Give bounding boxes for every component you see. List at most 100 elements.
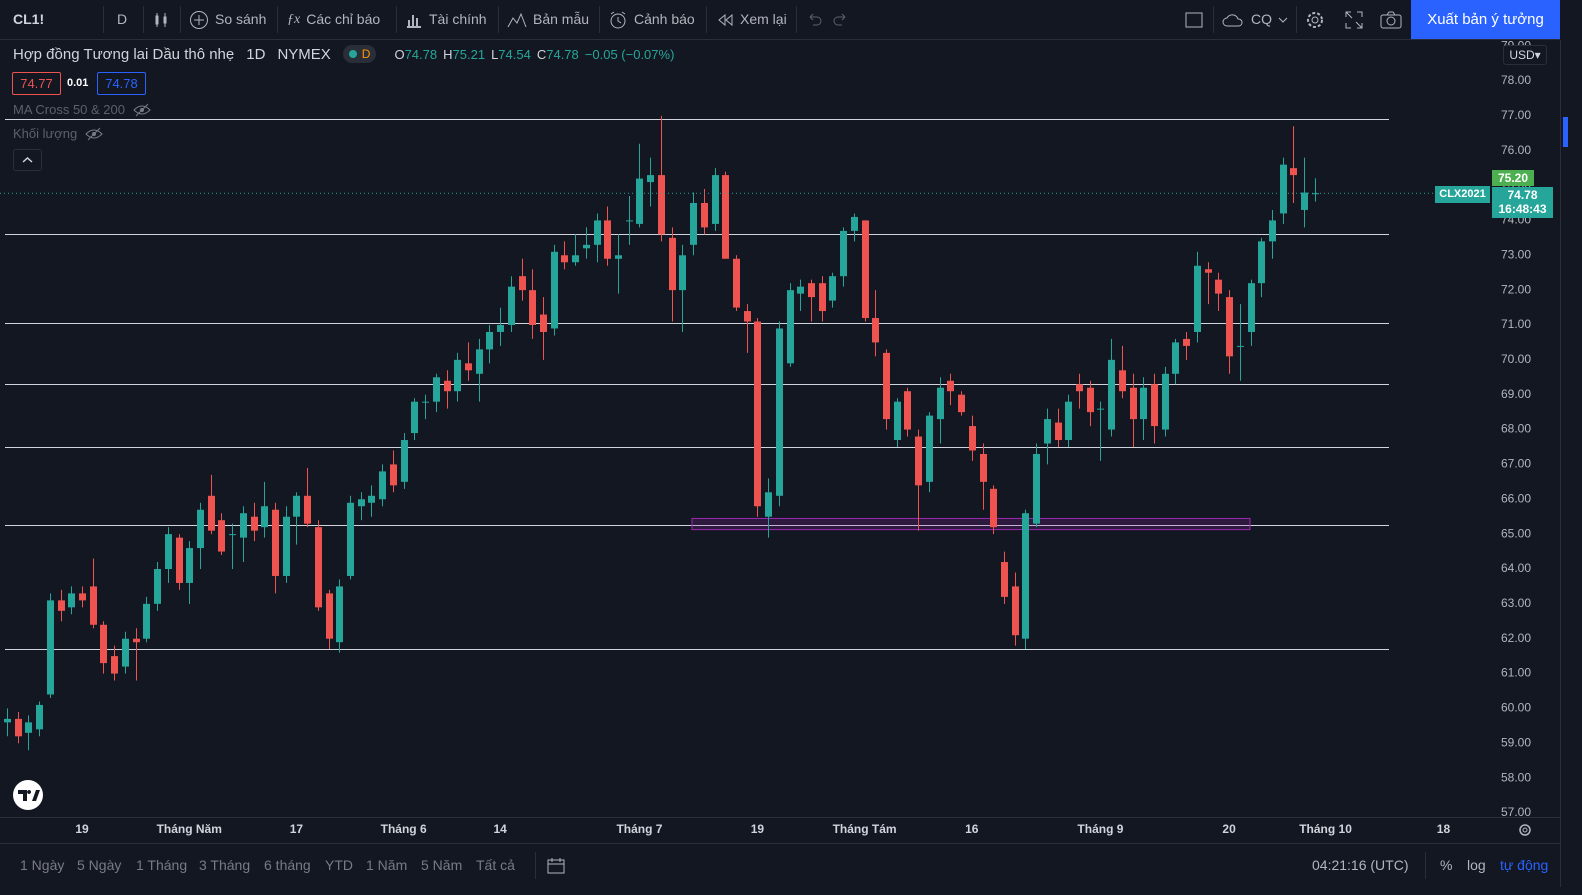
candle-body [1130,387,1137,420]
range-button[interactable]: 3 Tháng [199,857,251,873]
symbol-badge: CLX2021 [1435,186,1490,203]
candle-body [165,534,172,569]
log-toggle[interactable]: log [1467,857,1486,873]
candle-body [368,495,375,503]
candle-body [1269,220,1276,242]
range-button[interactable]: 1 Tháng [136,857,188,873]
candle-body [25,722,32,733]
currency-selector[interactable]: USD▾ [1503,45,1547,65]
legend: Hợp đồng Tương lai Dầu thô nhẹ 1D NYMEX … [13,45,680,63]
candle-body [980,453,987,482]
candle-body [658,175,665,235]
range-button[interactable]: YTD [325,857,353,873]
templates-button[interactable]: Bản mẫu [507,0,589,39]
tv-logo[interactable] [13,780,43,810]
candle-body [744,311,751,322]
candle-body [1194,265,1201,332]
cloud-layout-button[interactable]: CQ [1221,0,1288,39]
cloud-layout-label: CQ [1251,11,1272,27]
indicator-label: Khối lượng [13,126,78,141]
undo-button[interactable] [805,0,823,39]
financials-button[interactable]: Tài chính [405,0,487,39]
y-tick-label: 57.00 [1501,805,1531,819]
y-tick-label: 68.00 [1501,422,1531,436]
indicator-ma[interactable]: MA Cross 50 & 200 [13,102,151,117]
candle-body [293,495,300,517]
market-status[interactable]: D [342,45,377,63]
snapshot-button[interactable] [1380,0,1402,39]
date-range-button[interactable] [546,844,566,886]
separator [1213,6,1214,33]
separator [1296,6,1297,33]
candle-body [4,718,11,723]
compare-button[interactable]: So sánh [189,0,266,39]
bid-price[interactable]: 74.77 [12,72,61,95]
toolbar: CL1! D So sánh ƒx Các chỉ báo Tài chính B… [0,0,1560,40]
candle-body [283,516,290,576]
redo-button[interactable] [832,0,850,39]
candle-body [1022,513,1029,639]
y-tick-label: 76.00 [1501,143,1531,157]
publish-button[interactable]: Xuất bản ý tưởng [1411,0,1560,39]
low-key: L [491,46,499,62]
collapse-legend-button[interactable] [13,149,42,171]
candle-body [904,391,911,430]
x-tick-label: Tháng Tám [833,822,897,836]
candle-body [68,593,75,608]
axes: 57.00 58.00 59.00 60.00 61.00 62.00 63.00 64.00… [75,38,1531,836]
fullscreen-button[interactable] [1344,0,1364,39]
clock[interactable]: 04:21:16 (UTC) [1312,857,1409,873]
indicator-label: MA Cross 50 & 200 [13,102,125,117]
axis-settings-icon[interactable] [1519,824,1531,836]
percent-toggle[interactable]: % [1440,857,1453,873]
indicators-button[interactable]: ƒx Các chỉ báo [287,0,380,39]
candle-body [347,502,354,576]
y-tick-label: 63.00 [1501,596,1531,610]
range-button[interactable]: 1 Ngày [20,857,65,873]
candle-body [1001,562,1008,597]
y-tick-label: 58.00 [1501,770,1531,784]
candle-body [926,415,933,482]
separator [180,6,181,33]
ask-price[interactable]: 74.78 [97,72,146,95]
candle-body [315,527,322,608]
candle-body [679,255,686,291]
candle-body [186,548,193,583]
candle-body [208,495,215,531]
status-letter: D [361,47,371,61]
high-badge: 75.20 [1492,170,1534,186]
symbol[interactable]: CL1! [13,11,45,27]
auto-toggle[interactable]: tự động [1500,857,1549,873]
interval[interactable]: D [117,11,128,27]
candle-body [465,363,472,371]
change: −0.05 (−0.07%) [584,46,675,62]
y-tick-label: 71.00 [1501,317,1531,331]
range-button[interactable]: 6 tháng [264,857,311,873]
candle-body [1226,297,1233,357]
indicator-volume[interactable]: Khối lượng [13,126,103,141]
range-button[interactable]: 1 Năm [366,857,408,873]
range-button[interactable]: 5 Ngày [77,857,122,873]
candle-body [1258,241,1265,284]
candle-body [840,230,847,277]
compare-label: So sánh [215,11,267,27]
y-tick-label: 64.00 [1501,561,1531,575]
candle-body [1097,408,1104,410]
chart-type-button[interactable] [152,0,170,39]
replay-button[interactable]: Xem lại [716,0,787,39]
candle-body [1140,387,1147,420]
y-tick-label: 72.00 [1501,282,1531,296]
layout-button[interactable] [1184,0,1204,39]
candle-body [776,328,783,496]
range-button[interactable]: Tất cả [476,857,515,873]
candle-body [1162,373,1169,430]
range-button[interactable]: 5 Năm [421,857,463,873]
settings-button[interactable] [1305,0,1325,39]
candle-body [79,593,86,601]
alert-button[interactable]: Cảnh báo [608,0,695,39]
separator [796,6,797,33]
candle-body [486,331,493,350]
candle-body [197,509,204,549]
open-value: 74.78 [404,46,438,62]
